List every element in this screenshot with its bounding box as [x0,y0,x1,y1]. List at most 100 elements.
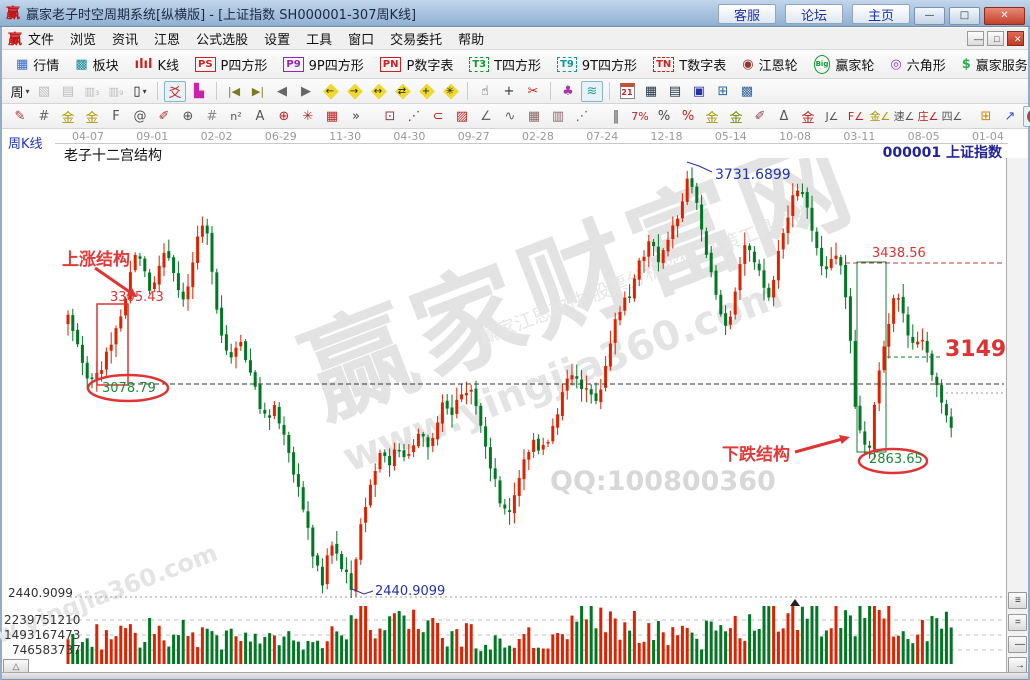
color-volume-button[interactable]: ▙ [188,81,210,102]
grid9-disabled-icon[interactable]: ▥₉ [105,81,127,102]
gold-grid-icon[interactable]: 金 [57,106,79,127]
menu-item-1[interactable]: 浏览 [70,33,97,48]
candle-style-button[interactable]: ▯ ▾ [129,81,151,102]
layout-disabled-icon[interactable]: ▧ [33,81,55,102]
yinyang-icon[interactable] [1023,105,1030,127]
workstation-button[interactable]: ▩ [736,81,758,102]
notebook-button[interactable]: ▤ [664,81,686,102]
more-tools-chevron[interactable]: » [345,106,367,127]
crosshair-button[interactable]: + [498,81,520,102]
percent7-icon[interactable]: 7% [629,106,651,127]
home-button[interactable]: 主页 [852,4,910,24]
mdi-close-button[interactable]: ✕ [1007,31,1024,46]
toolbar-kline[interactable]: ılıl K线 [135,55,179,74]
toolbar-winner-wheel[interactable]: Big 赢家轮 [813,54,874,74]
fan-arcs-icon[interactable]: ⊂ [427,106,449,127]
spiral-icon[interactable]: @ [129,106,151,127]
grid-fine-icon[interactable]: ▦ [523,106,545,127]
brush-icon[interactable]: ✐ [153,106,175,127]
gold-circle-icon[interactable]: 金 [701,106,723,127]
measure-button[interactable]: ✂ [522,81,544,102]
mdi-restore-button[interactable]: □ [987,31,1004,46]
speed-angle-icon[interactable]: 速∠ [893,106,915,127]
menu-item-7[interactable]: 窗口 [348,33,375,48]
gold-mark-icon[interactable]: 金 [797,106,819,127]
menu-item-5[interactable]: 设置 [264,33,291,48]
report-disabled-icon[interactable]: ▤ [57,81,79,102]
calendar-button[interactable]: 21 [616,81,638,102]
menu-item-3[interactable]: 江恩 [154,33,181,48]
close-button[interactable]: ✕ [984,7,1025,25]
target-circle-icon[interactable]: ⊕ [273,106,295,127]
fibonacci-grid-icon[interactable]: F [105,106,127,127]
menu-item-0[interactable]: 文件 [28,33,55,48]
maximize-button[interactable]: □ [949,7,980,25]
overlay-tool-button[interactable]: 爻 [164,80,186,102]
j-angle-icon[interactable]: J∠ [821,106,843,127]
compress-left-button[interactable]: ← [319,81,341,102]
next-bar-button[interactable]: ▶ [295,81,317,102]
customer-service-button[interactable]: 客服 [718,4,776,24]
toolbar-gann-wheel[interactable]: ◉ 江恩轮 [742,55,797,74]
toolbar-p-square[interactable]: PS P四方形 [194,55,267,74]
menu-item-4[interactable]: 公式选股 [196,33,249,48]
save-button[interactable]: ▣ [688,81,710,102]
zhuang-angle-icon[interactable]: 庄∠ [917,106,939,127]
tree-tool-button[interactable]: ♣ [557,81,579,102]
menu-item-9[interactable]: 帮助 [458,33,485,48]
expand-horizontal-button[interactable]: ↔ [367,81,389,102]
minimize-button[interactable]: — [914,7,945,25]
trend-chart-icon[interactable]: ↗ [999,106,1021,127]
last-bar-button[interactable]: ▶| [247,81,269,102]
gann-circle-icon[interactable]: ⊕ [177,106,199,127]
grid-plus-icon[interactable]: ⊞ [975,106,997,127]
mdi-minimize-button[interactable]: — [967,31,984,46]
shade-box-icon[interactable]: ▨ [451,106,473,127]
panel-two-rows-button[interactable]: = [1008,614,1027,631]
toolbar-t-square[interactable]: T3 T四方形 [469,55,541,74]
toolbar-hexagon[interactable]: ◎ 六角形 [890,55,945,74]
toolbar-9p-square[interactable]: P9 9P四方形 [283,55,364,74]
panel-one-row-button[interactable]: — [1008,636,1027,653]
gold-lines-icon[interactable]: 金 [725,106,747,127]
calculator-button[interactable]: ▦ [640,81,662,102]
n-square-icon[interactable]: n² [225,106,247,127]
grid3-disabled-icon[interactable]: ▥₃ [81,81,103,102]
hand-tool-button[interactable]: ☝ [474,81,496,102]
percent-lines-icon[interactable]: % [677,106,699,127]
panel-three-rows-button[interactable]: ≡ [1008,592,1027,609]
forum-button[interactable]: 论坛 [785,4,843,24]
grid-dense-icon[interactable]: ▥ [547,106,569,127]
first-bar-button[interactable]: |◀ [223,81,245,102]
four-angle-icon[interactable]: 四∠ [941,106,963,127]
ink-brush-icon[interactable]: ✐ [749,106,771,127]
gann-grid-icon[interactable]: # [33,106,55,127]
volume-profile-icon[interactable]: ‖ [605,106,627,127]
grid-star-icon[interactable]: ▦ [321,106,343,127]
toolbar-quotes[interactable]: ▦ 行情 [16,55,59,74]
pen-tool-icon[interactable]: ✎ [9,106,31,127]
f-angle-icon[interactable]: F∠ [845,106,867,127]
menu-item-2[interactable]: 资讯 [112,33,139,48]
period-week-button[interactable]: 周 ▾ [9,81,31,102]
toolbar-p-table[interactable]: PN P数字表 [379,55,453,74]
export-button[interactable]: ⊞ [712,81,734,102]
menu-item-8[interactable]: 交易委托 [390,33,443,48]
menu-item-6[interactable]: 工具 [306,33,333,48]
center-cross-button[interactable]: + [415,81,437,102]
toolbar-sectors[interactable]: ▩ 板块 [75,55,118,74]
percent-icon[interactable]: % [653,106,675,127]
toolbar-t-table[interactable]: TN T数字表 [653,55,726,74]
compress-right-button[interactable]: → [343,81,365,102]
text-tool-icon[interactable]: A [249,106,271,127]
wave-tool-button[interactable]: ≋ [581,80,603,102]
swap-scale-button[interactable]: ⇄ [391,81,413,102]
gold-grid2-icon[interactable]: 金 [81,106,103,127]
prev-bar-button[interactable]: ◀ [271,81,293,102]
star-burst-icon[interactable]: ✳ [297,106,319,127]
toolbar-winner-service[interactable]: $ 赢家服务 [962,55,1028,74]
zigzag-icon[interactable]: ∿ [499,106,521,127]
box-select-icon[interactable]: ⊡ [379,106,401,127]
full-expand-button[interactable]: ✳ [439,81,461,102]
line-grid-icon[interactable]: # [201,106,223,127]
